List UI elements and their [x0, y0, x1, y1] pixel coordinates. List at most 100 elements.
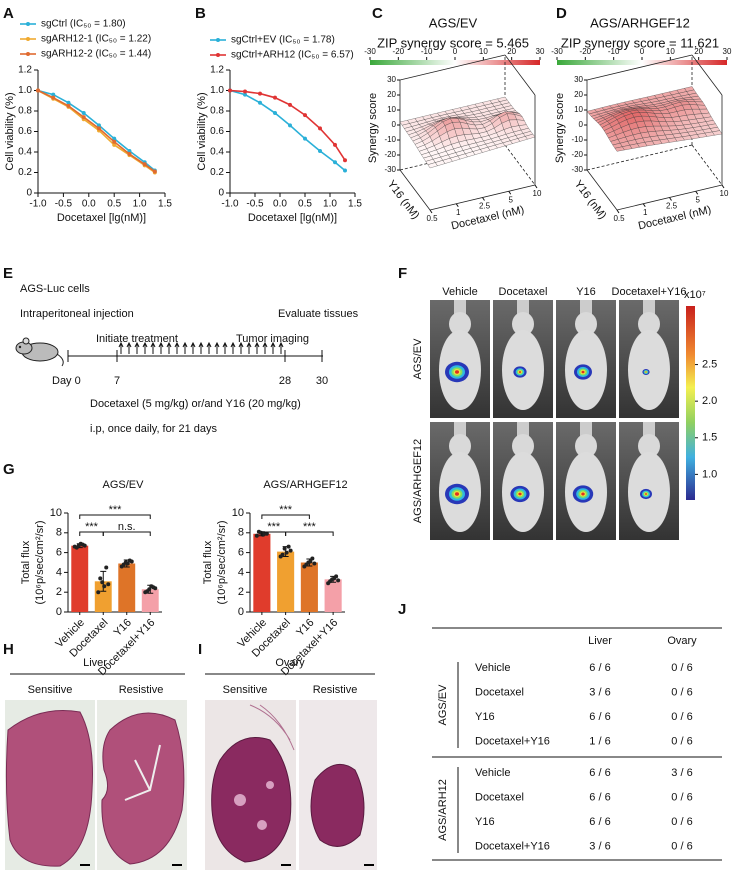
x-tick-label: 1 — [643, 208, 648, 217]
point — [112, 136, 117, 141]
series-line — [229, 89, 346, 161]
point — [243, 92, 247, 97]
data-point — [149, 584, 154, 589]
box-edge — [399, 144, 506, 171]
cell: 3 / 6 — [589, 840, 610, 852]
title: Ovary — [275, 657, 305, 669]
colorbar — [557, 60, 727, 65]
data-point — [288, 548, 293, 553]
bracket — [79, 514, 151, 519]
y-tick-label: 6 — [238, 547, 244, 559]
data-point — [312, 561, 317, 566]
title: Liver — [83, 657, 107, 669]
mouse-head — [449, 312, 471, 336]
legend-label: sgCtrl (IC₅₀ = 1.80) — [41, 19, 126, 30]
tick-mark — [695, 190, 699, 195]
y-tick-label: 0.2 — [18, 167, 32, 178]
y-axis-label: Y16 (nM) — [572, 178, 609, 221]
column: Sensitive — [223, 684, 268, 696]
x-tick-label: 2.5 — [479, 202, 491, 211]
point — [333, 142, 337, 147]
colorbar-tick-label: 10 — [479, 47, 488, 56]
x-tick-label: 2.5 — [666, 202, 678, 211]
tick-mark — [429, 209, 433, 214]
legend-label: sgARH12-1 (IC₅₀ = 1.22) — [41, 34, 151, 45]
x-tick-label: 10 — [720, 189, 729, 198]
signal — [518, 492, 522, 496]
y-tick-label: 0.6 — [210, 126, 224, 137]
colorbar-tick-label: -10 — [421, 47, 433, 56]
colorbar-tick-label: 2.5 — [702, 358, 717, 370]
x-tick-label: -0.5 — [246, 199, 264, 210]
colorbar-tick-label: 2.0 — [702, 395, 717, 407]
y-tick-label: 0.6 — [18, 126, 32, 137]
signal — [645, 493, 647, 495]
label: Initiate treatment — [96, 333, 178, 345]
nose-cone — [643, 422, 655, 438]
z-tick-label: 20 — [574, 90, 583, 99]
data-point — [336, 578, 341, 583]
cell: 0 / 6 — [671, 735, 692, 747]
point — [258, 91, 262, 96]
signal — [581, 370, 585, 374]
tissue — [101, 712, 185, 865]
data-point — [121, 562, 126, 567]
day-label: 7 — [114, 375, 120, 387]
point — [343, 158, 347, 163]
data-point — [282, 546, 287, 551]
y-tick-label: 0 — [56, 606, 62, 618]
y-axis-label: Total flux — [202, 540, 214, 584]
y-tick-label: 0.8 — [210, 106, 224, 117]
colorbar-tick-label: 1.5 — [702, 432, 717, 444]
point — [112, 142, 117, 147]
tick-mark — [534, 184, 538, 189]
panel-label: D — [556, 5, 567, 22]
column-label: Docetaxel — [499, 286, 548, 298]
data-point — [254, 533, 259, 538]
data-point — [106, 582, 111, 587]
z-tick-label: 10 — [574, 105, 583, 114]
surface — [399, 96, 536, 169]
data-point — [328, 579, 333, 584]
point — [318, 148, 322, 153]
row-label: Docetaxel — [475, 686, 524, 698]
colorbar-tick-label: 1.0 — [702, 468, 717, 480]
x-axis-label: Docetaxel [lg(nM)] — [57, 212, 146, 224]
y-tick-label: 0.8 — [18, 106, 32, 117]
data-point — [256, 529, 261, 534]
point — [36, 88, 40, 93]
y-tick-label: 1.0 — [18, 85, 32, 96]
y-tick-label: 4 — [238, 566, 244, 578]
row-label: Y16 — [475, 711, 495, 723]
z-tick-label: -10 — [571, 135, 583, 144]
point — [273, 111, 277, 116]
x-tick-label: 5 — [509, 195, 514, 204]
x-tick-label: 0.5 — [426, 214, 438, 223]
day-label: 28 — [279, 375, 291, 387]
column: Resistive — [313, 684, 358, 696]
x-tick-label: 0.5 — [613, 214, 625, 223]
box-edge — [504, 54, 536, 96]
cell: 6 / 6 — [589, 791, 610, 803]
colorbar-tick-label: -20 — [393, 47, 405, 56]
y-axis-label: (10⁶p/sec/cm²/sr) — [34, 521, 46, 605]
z-axis-label: Synergy score — [554, 93, 566, 163]
y-axis-label: Cell viability (%) — [4, 92, 16, 170]
panel-label: F — [398, 265, 407, 282]
point — [273, 95, 277, 100]
column: Sensitive — [28, 684, 73, 696]
point — [303, 113, 307, 118]
surface — [586, 86, 723, 152]
bar — [324, 579, 342, 612]
arrow — [134, 341, 140, 354]
point — [288, 123, 292, 128]
cell: 3 / 6 — [671, 767, 692, 779]
data-point — [100, 580, 105, 585]
y-tick-label: 4 — [56, 566, 62, 578]
data-point — [129, 559, 134, 564]
legend-label: sgCtrl+ARH12 (IC₅₀ = 6.57) — [231, 50, 354, 61]
y-tick-label: 0.4 — [18, 147, 32, 158]
data-point — [98, 576, 103, 581]
bar — [253, 533, 271, 612]
significance: *** — [109, 504, 123, 516]
